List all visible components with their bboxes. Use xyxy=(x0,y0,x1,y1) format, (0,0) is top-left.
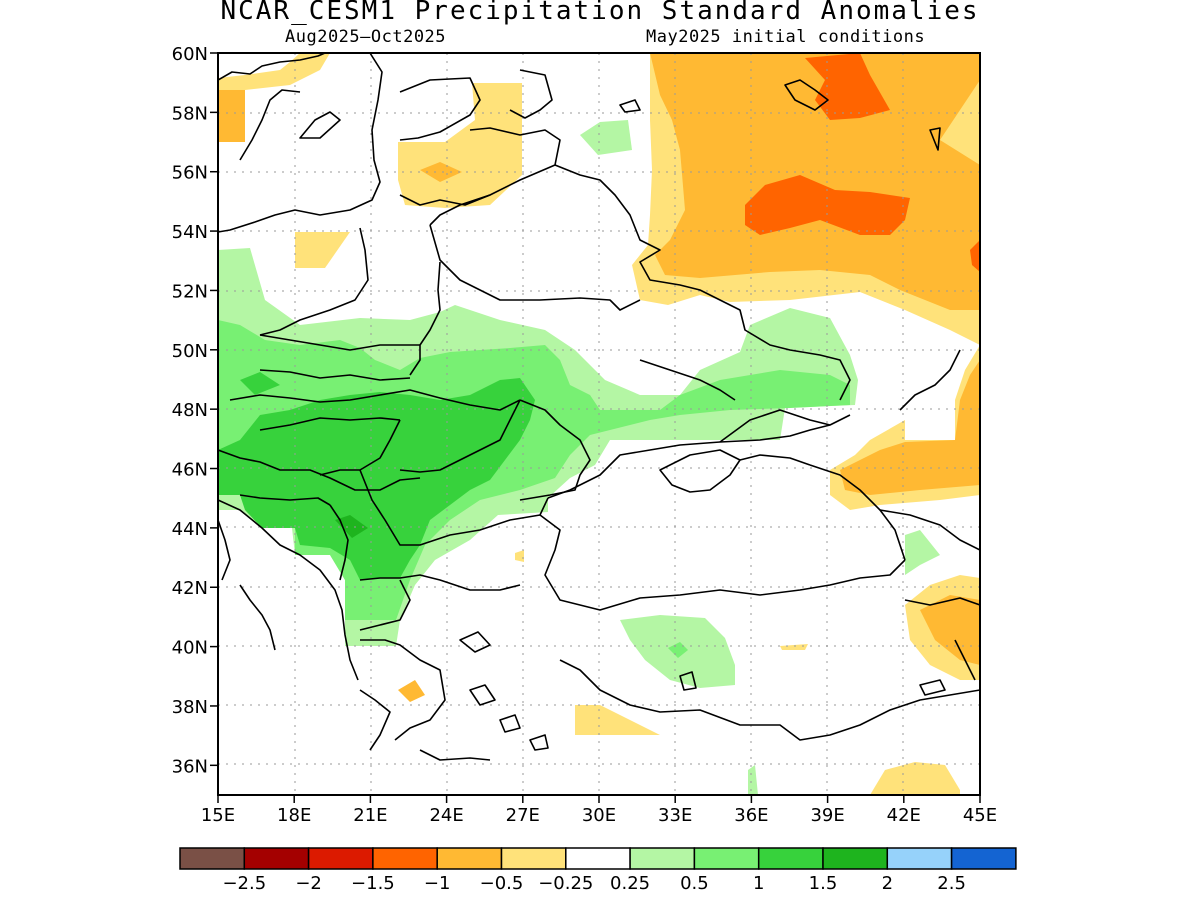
colorbar-label: 0.5 xyxy=(680,873,709,894)
colorbar-swatch xyxy=(565,847,631,870)
lon-label: 39E xyxy=(810,805,844,826)
colorbar-swatch xyxy=(436,847,503,870)
lat-label: 48N xyxy=(172,400,208,421)
colorbar-swatch xyxy=(693,847,760,870)
colorbar xyxy=(179,847,1017,870)
lat-label: 44N xyxy=(172,519,208,540)
colorbar-swatch xyxy=(372,847,438,870)
lon-label: 18E xyxy=(277,805,311,826)
colorbar-swatch xyxy=(307,847,374,870)
lon-label: 21E xyxy=(353,805,387,826)
colorbar-label: 2.5 xyxy=(937,873,966,894)
wet-region-core xyxy=(335,515,368,538)
colorbar-label: −1.5 xyxy=(351,873,395,894)
lon-label: 27E xyxy=(506,805,540,826)
lon-label: 36E xyxy=(734,805,768,826)
colorbar-swatch xyxy=(822,847,889,870)
colorbar-swatch xyxy=(179,847,246,870)
colorbar-swatch xyxy=(500,847,567,870)
wet-region-balkans xyxy=(218,378,535,580)
lat-label: 46N xyxy=(172,460,208,481)
lat-label: 54N xyxy=(172,222,208,243)
lat-label: 56N xyxy=(172,163,208,184)
colorbar-label: 1 xyxy=(753,873,764,894)
lat-label: 60N xyxy=(172,44,208,65)
forecast-period: Aug2025–Oct2025 xyxy=(285,27,447,47)
dry-region-north-core xyxy=(805,53,890,120)
lat-label: 58N xyxy=(172,103,208,124)
colorbar-labels: −2.5 −2 −1.5 −1 −0.5 −0.25 0.25 0.5 1 1.5 2 2.5 xyxy=(222,873,965,894)
longitude-labels: 15E 18E 21E 24E 27E 30E 33E 36E 39E 42E 45E xyxy=(201,795,997,826)
colorbar-swatch xyxy=(950,847,1017,870)
lon-label: 30E xyxy=(582,805,616,826)
lon-label: 15E xyxy=(201,805,235,826)
map-title: NCAR_CESM1 Precipitation Standard Anomal… xyxy=(220,0,980,26)
lat-label: 52N xyxy=(172,281,208,302)
colorbar-label: 1.5 xyxy=(809,873,838,894)
colorbar-label: −2 xyxy=(295,873,322,894)
lat-label: 36N xyxy=(172,756,208,777)
colorbar-label: −0.25 xyxy=(538,873,593,894)
lon-label: 24E xyxy=(429,805,463,826)
dry-region-baltic xyxy=(398,83,522,208)
colorbar-swatch xyxy=(886,847,953,870)
dry-region-caucasus-orange xyxy=(840,360,980,495)
lon-label: 33E xyxy=(658,805,692,826)
lat-label: 40N xyxy=(172,638,208,659)
lat-label: 50N xyxy=(172,341,208,362)
initial-conditions: May2025 initial conditions xyxy=(646,27,926,47)
lat-label: 38N xyxy=(172,697,208,718)
colorbar-label: 0.25 xyxy=(610,873,650,894)
latitude-labels: 60N 58N 56N 54N 52N 50N 48N 46N 44N 42N 40N 38N 36N xyxy=(172,44,218,777)
lon-label: 42E xyxy=(887,805,921,826)
colorbar-swatch xyxy=(757,847,824,870)
lon-label: 45E xyxy=(963,805,997,826)
colorbar-swatch xyxy=(243,847,310,870)
lat-label: 42N xyxy=(172,578,208,599)
colorbar-label: −0.5 xyxy=(480,873,524,894)
colorbar-label: −2.5 xyxy=(222,873,266,894)
colorbar-swatch xyxy=(629,847,696,870)
coastlines-borders xyxy=(218,53,980,761)
colorbar-label: −1 xyxy=(424,873,451,894)
colorbar-label: 2 xyxy=(882,873,893,894)
